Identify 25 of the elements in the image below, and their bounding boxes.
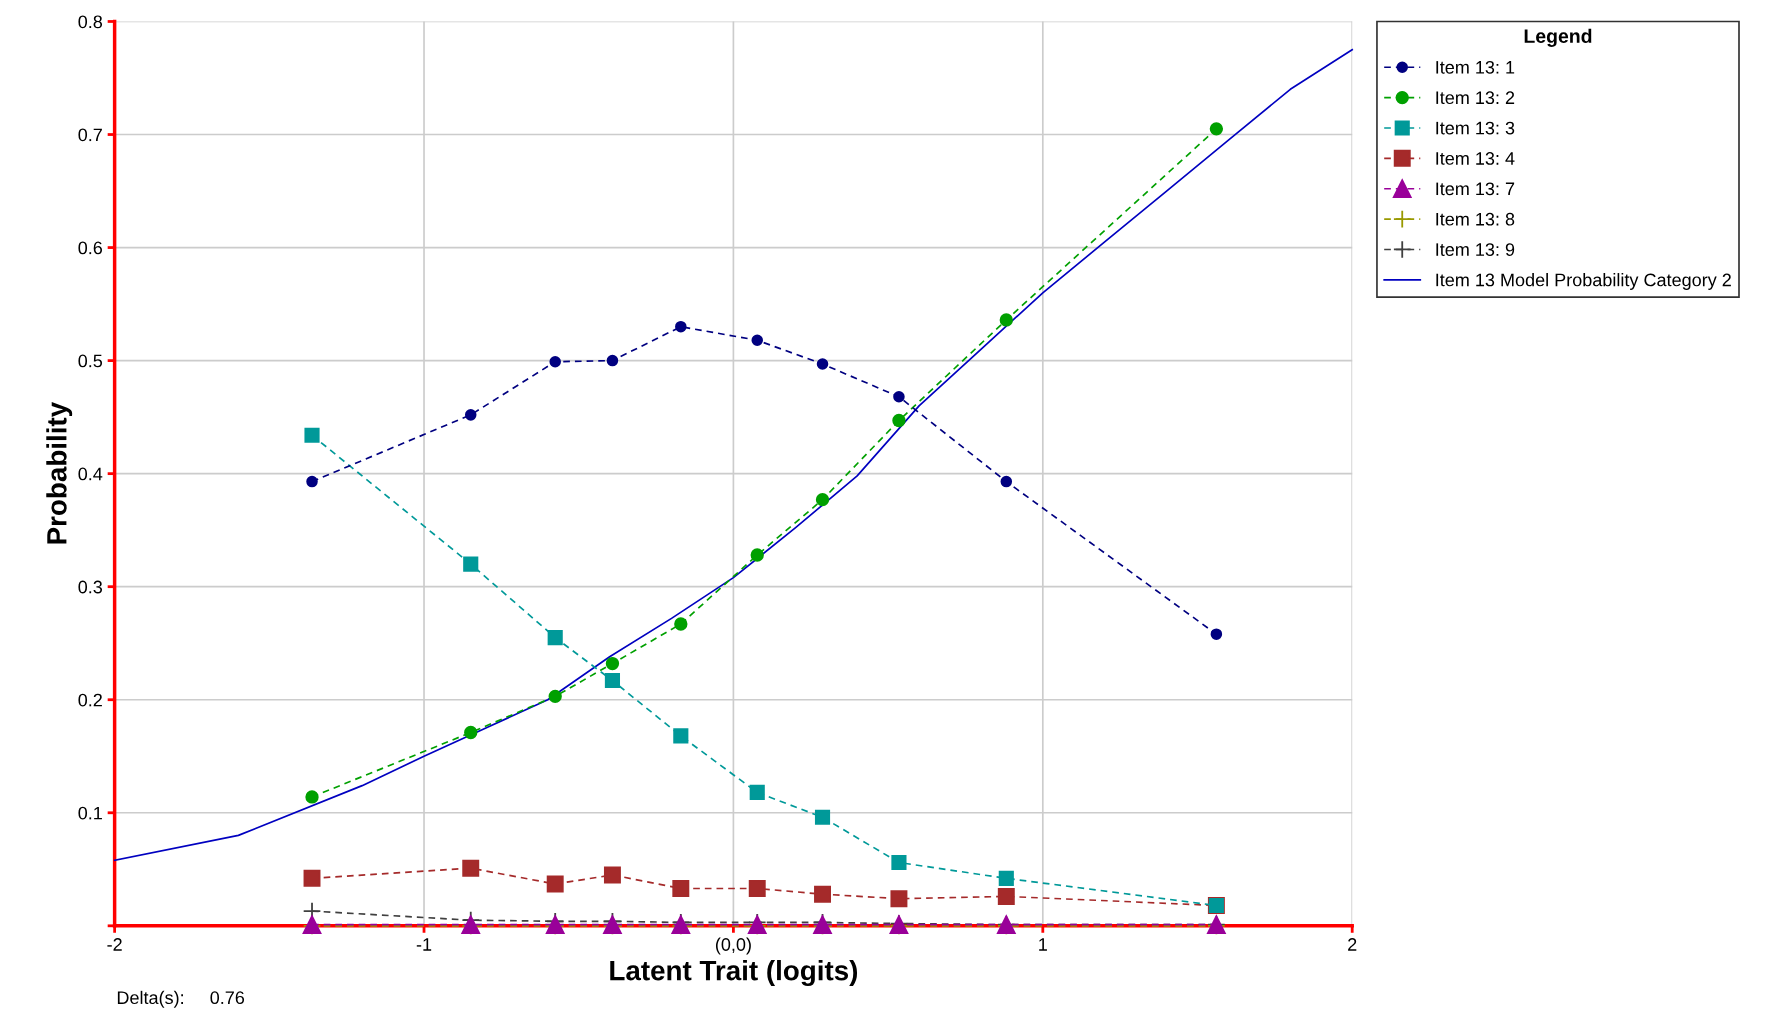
y-tick-label: 0.7 [78, 128, 102, 142]
legend-label: Item 13: 3 [1436, 121, 1515, 135]
y-tick-label: 0.6 [78, 241, 103, 255]
legend-label: Item 13: 4 [1436, 152, 1515, 165]
y-tick-label: 0.1 [78, 806, 102, 820]
text: Delta(s): 0.76 [117, 990, 245, 1008]
legend-title: Legend [1524, 28, 1592, 47]
x-tick-label: 1 [1039, 938, 1047, 951]
x-tick-label: (0,0) [715, 937, 751, 955]
x-tick-label: -2 [107, 938, 122, 951]
legend-label: Item 13: 1 [1436, 60, 1515, 74]
legend-label: Item 13: 8 [1436, 212, 1515, 226]
x-tick-label: 2 [1348, 938, 1357, 951]
x-tick-label: -1 [416, 938, 432, 951]
legend-label: Item 13 Model Probability Category 2 [1436, 273, 1731, 290]
y-tick-label: 0.3 [78, 580, 103, 594]
x-axis-title: Latent Trait (logits) [610, 960, 858, 987]
y-axis-title: Probability [46, 402, 73, 544]
legend-label: Item 13: 7 [1436, 182, 1515, 196]
legend-label: Item 13: 2 [1436, 91, 1515, 105]
legend-label: Item 13: 9 [1436, 243, 1515, 256]
y-tick-label: 0.2 [78, 693, 102, 707]
y-tick-label: 0.5 [78, 354, 103, 368]
y-tick-label: 0.8 [78, 15, 103, 29]
y-tick-label: 0.4 [78, 467, 103, 481]
